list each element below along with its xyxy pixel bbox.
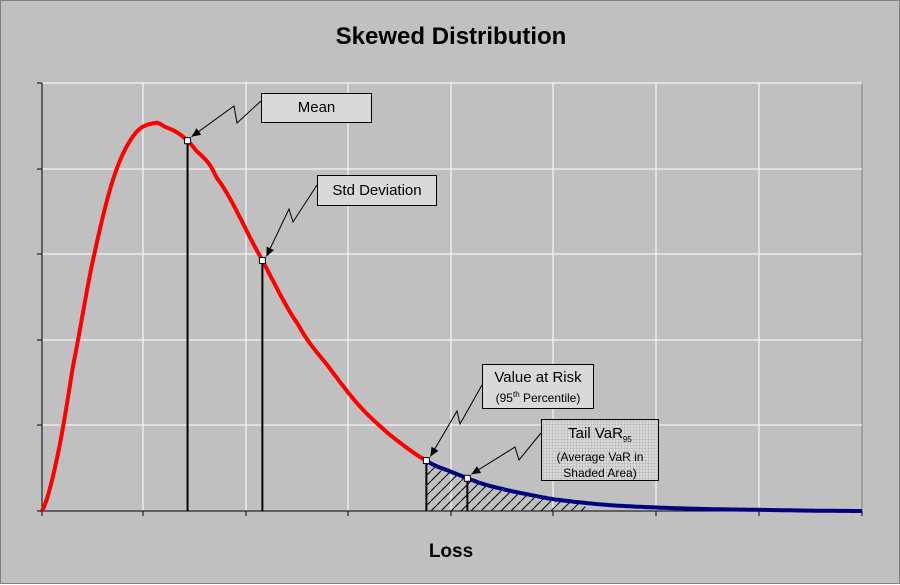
tail-var-desc-line2: Shaded Area) <box>563 466 637 480</box>
mean-label: Mean <box>297 99 336 116</box>
std-leader-arrowhead <box>266 246 274 257</box>
tvar-point <box>463 474 471 482</box>
std-point <box>258 256 266 264</box>
x-axis-label: Loss <box>428 541 474 562</box>
value-at-risk-label: Value at Risk <box>494 369 582 386</box>
tvar-leader-arrowhead <box>471 466 482 475</box>
std-leader-line <box>265 184 318 257</box>
value-at-risk-percentile-label: (95th Percentile) <box>495 390 581 405</box>
curve-tail <box>425 458 863 513</box>
curve-body <box>40 120 428 512</box>
value-at-risk-callout: Value at Risk (95th Percentile) <box>482 364 594 409</box>
mean-callout: Mean <box>261 93 372 123</box>
tvar-leader-line <box>471 432 542 475</box>
var-leader-line <box>429 384 483 457</box>
tail-var-desc-line1: (Average VaR in <box>556 450 644 464</box>
mean-point <box>184 137 192 145</box>
std-deviation-label: Std Deviation <box>332 182 422 199</box>
mean-leader-arrowhead <box>191 128 202 137</box>
std-deviation-callout: Std Deviation <box>317 175 437 206</box>
var-leader-arrowhead <box>430 446 439 457</box>
tail-var-label: Tail VaR95 <box>568 425 632 444</box>
var-point <box>422 457 430 465</box>
chart-title: Skewed Distribution <box>335 23 567 50</box>
plot-background <box>41 82 863 512</box>
tail-var-callout: Tail VaR95 (Average VaR in Shaded Area) <box>541 419 659 481</box>
mean-leader-line <box>191 100 262 138</box>
